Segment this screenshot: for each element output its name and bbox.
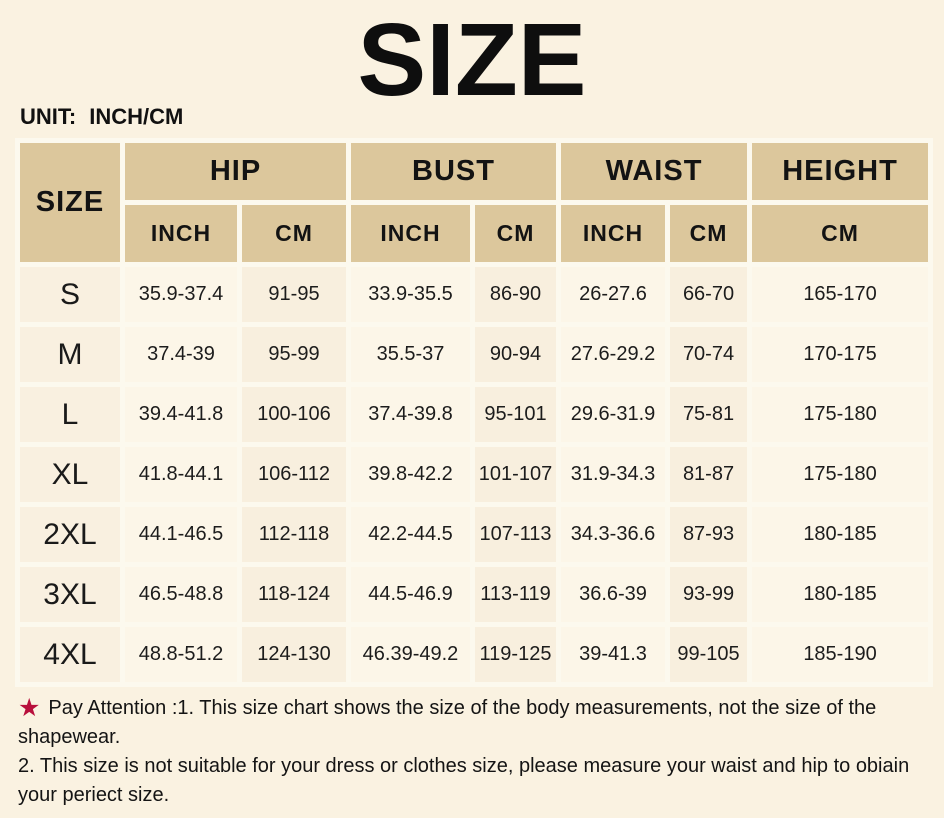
value-cell: 26-27.6: [561, 267, 666, 322]
subheader-bust-cm: CM: [475, 205, 557, 262]
value-cell: 35.9-37.4: [125, 267, 237, 322]
value-cell: 44.1-46.5: [125, 507, 237, 562]
subheader-height-cm: CM: [752, 205, 929, 262]
value-cell: 29.6-31.9: [561, 387, 666, 442]
value-cell: 41.8-44.1: [125, 447, 237, 502]
table-row-4xl: 4XL 48.8-51.2 124-130 46.39-49.2 119-125…: [20, 627, 929, 682]
size-cell: S: [20, 267, 120, 322]
subheader-waist-cm: CM: [670, 205, 748, 262]
subheader-hip-inch: INCH: [125, 205, 237, 262]
value-cell: 165-170: [752, 267, 929, 322]
size-cell: 3XL: [20, 567, 120, 622]
value-cell: 37.4-39.8: [351, 387, 470, 442]
value-cell: 46.5-48.8: [125, 567, 237, 622]
table-row-l: L 39.4-41.8 100-106 37.4-39.8 95-101 29.…: [20, 387, 929, 442]
value-cell: 34.3-36.6: [561, 507, 666, 562]
star-icon: ★: [18, 694, 41, 722]
value-cell: 39.8-42.2: [351, 447, 470, 502]
value-cell: 36.6-39: [561, 567, 666, 622]
value-cell: 70-74: [670, 327, 748, 382]
value-cell: 39-41.3: [561, 627, 666, 682]
value-cell: 33.9-35.5: [351, 267, 470, 322]
size-cell: L: [20, 387, 120, 442]
column-header-hip: HIP: [125, 143, 346, 200]
value-cell: 100-106: [242, 387, 346, 442]
value-cell: 37.4-39: [125, 327, 237, 382]
value-cell: 90-94: [475, 327, 557, 382]
value-cell: 27.6-29.2: [561, 327, 666, 382]
subheader-hip-cm: CM: [242, 205, 346, 262]
value-cell: 185-190: [752, 627, 929, 682]
value-cell: 106-112: [242, 447, 346, 502]
size-cell: M: [20, 327, 120, 382]
value-cell: 118-124: [242, 567, 346, 622]
table-row-xl: XL 41.8-44.1 106-112 39.8-42.2 101-107 3…: [20, 447, 929, 502]
value-cell: 46.39-49.2: [351, 627, 470, 682]
value-cell: 180-185: [752, 507, 929, 562]
value-cell: 95-101: [475, 387, 557, 442]
value-cell: 112-118: [242, 507, 346, 562]
value-cell: 66-70: [670, 267, 748, 322]
page-title: SIZE: [357, 2, 587, 117]
value-cell: 180-185: [752, 567, 929, 622]
value-cell: 39.4-41.8: [125, 387, 237, 442]
value-cell: 81-87: [670, 447, 748, 502]
value-cell: 175-180: [752, 447, 929, 502]
note-1-text: Pay Attention :1. This size chart shows …: [18, 697, 877, 748]
size-cell: XL: [20, 447, 120, 502]
value-cell: 95-99: [242, 327, 346, 382]
column-header-waist: WAIST: [561, 143, 748, 200]
column-header-bust: BUST: [351, 143, 557, 200]
header-sub-row: INCH CM INCH CM INCH CM CM: [20, 205, 929, 262]
value-cell: 48.8-51.2: [125, 627, 237, 682]
value-cell: 170-175: [752, 327, 929, 382]
header-group-row: SIZE HIP BUST WAIST HEIGHT: [20, 143, 929, 262]
value-cell: 44.5-46.9: [351, 567, 470, 622]
value-cell: 93-99: [670, 567, 748, 622]
note-2-text: 2. This size is not suitable for your dr…: [18, 755, 910, 806]
size-table: SIZE HIP BUST WAIST HEIGHT INCH CM INCH …: [15, 138, 934, 687]
note-line-1: ★ Pay Attention :1. This size chart shows…: [18, 694, 936, 752]
value-cell: 107-113: [475, 507, 557, 562]
table-row-2xl: 2XL 44.1-46.5 112-118 42.2-44.5 107-113 …: [20, 507, 929, 562]
value-cell: 35.5-37: [351, 327, 470, 382]
table-row-m: M 37.4-39 95-99 35.5-37 90-94 27.6-29.2 …: [20, 327, 929, 382]
table-row-s: S 35.9-37.4 91-95 33.9-35.5 86-90 26-27.…: [20, 267, 929, 322]
value-cell: 113-119: [475, 567, 557, 622]
value-cell: 124-130: [242, 627, 346, 682]
unit-label: UNIT: INCH/CM: [20, 104, 183, 130]
value-cell: 99-105: [670, 627, 748, 682]
unit-key: UNIT:: [20, 104, 77, 129]
unit-value: INCH/CM: [89, 104, 184, 129]
value-cell: 87-93: [670, 507, 748, 562]
size-cell: 4XL: [20, 627, 120, 682]
value-cell: 119-125: [475, 627, 557, 682]
size-cell: 2XL: [20, 507, 120, 562]
value-cell: 31.9-34.3: [561, 447, 666, 502]
value-cell: 101-107: [475, 447, 557, 502]
value-cell: 75-81: [670, 387, 748, 442]
value-cell: 175-180: [752, 387, 929, 442]
value-cell: 91-95: [242, 267, 346, 322]
value-cell: 42.2-44.5: [351, 507, 470, 562]
notes: ★ Pay Attention :1. This size chart shows…: [18, 694, 936, 810]
column-header-size: SIZE: [20, 143, 120, 262]
value-cell: 86-90: [475, 267, 557, 322]
column-header-height: HEIGHT: [752, 143, 929, 200]
table-row-3xl: 3XL 46.5-48.8 118-124 44.5-46.9 113-119 …: [20, 567, 929, 622]
subheader-bust-inch: INCH: [351, 205, 470, 262]
note-line-2: 2. This size is not suitable for your dr…: [18, 752, 936, 810]
subheader-waist-inch: INCH: [561, 205, 666, 262]
